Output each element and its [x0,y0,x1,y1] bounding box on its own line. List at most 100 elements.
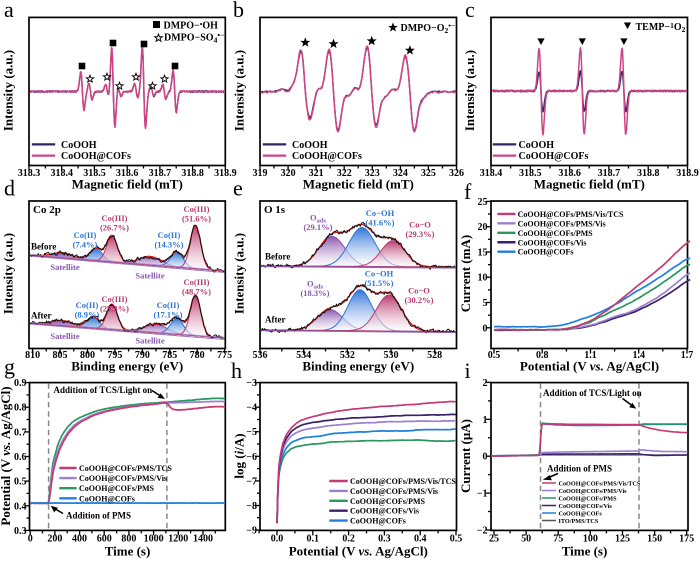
svg-text:CoOOH@COFs/Vis: CoOOH@COFs/Vis [559,503,613,510]
svg-text:CoOOH: CoOOH [519,140,555,151]
svg-text:(30.2%): (30.2%) [404,295,433,305]
svg-text:Satellite: Satellite [50,331,79,341]
svg-text:CoOOH@COFs/PMS/Vis: CoOOH@COFs/PMS/Vis [518,219,606,228]
svg-text:0.5: 0.5 [450,534,463,545]
svg-text:(17.1%): (17.1%) [153,310,182,320]
svg-text:Co(III): Co(III) [184,277,210,287]
svg-text:Addition of PMS: Addition of PMS [547,464,612,474]
svg-text:600: 600 [97,534,112,545]
svg-text:CoOOH@COFs/PMS/Vis: CoOOH@COFs/PMS/Vis [559,488,628,495]
svg-text:322: 322 [337,168,352,179]
svg-text:318.8: 318.8 [637,168,660,179]
svg-text:Satellite: Satellite [50,262,79,272]
svg-text:775: 775 [217,350,232,361]
svg-text:Co(II): Co(II) [157,300,180,310]
svg-text:0.3: 0.3 [378,534,391,545]
svg-text:g: g [4,354,15,379]
svg-text:0.8: 0.8 [14,403,27,414]
svg-text:320: 320 [281,168,296,179]
svg-text:Time (s): Time (s) [562,544,608,559]
svg-text:0.7: 0.7 [14,427,27,438]
svg-text:CoOOH@COFs/PMS: CoOOH@COFs/PMS [350,497,426,506]
svg-text:Co(III): Co(III) [102,294,128,304]
svg-text:528: 528 [427,350,442,361]
svg-text:400: 400 [72,534,87,545]
svg-text:805: 805 [53,350,68,361]
svg-text:15: 15 [478,247,488,258]
svg-text:318.6: 318.6 [558,168,581,179]
svg-text:Intensity (a.u.): Intensity (a.u.) [232,233,247,314]
svg-text:20: 20 [478,222,488,233]
svg-text:323: 323 [365,168,380,179]
svg-text:0.4: 0.4 [414,534,427,545]
svg-text:DMPO−•OH: DMPO−•OH [164,19,219,31]
svg-text:Binding energy (eV): Binding energy (eV) [71,359,183,374]
svg-text:Satellite: Satellite [135,336,164,346]
svg-text:318.9: 318.9 [214,168,237,179]
svg-text:795: 795 [107,350,122,361]
svg-text:(7.4%): (7.4%) [73,240,98,250]
svg-text:Co(II): Co(II) [76,300,99,310]
svg-text:318.7: 318.7 [149,168,172,179]
svg-text:Magnetic field (mT): Magnetic field (mT) [303,177,414,192]
svg-text:Potential (V vs. Ag/AgCl): Potential (V vs. Ag/AgCl) [289,544,428,559]
svg-text:530: 530 [384,350,399,361]
svg-text:O 1s: O 1s [264,204,286,216]
svg-text:1000: 1000 [144,534,164,545]
svg-text:0.4: 0.4 [14,501,27,512]
svg-text:Co(III): Co(III) [184,204,210,214]
svg-text:1.1: 1.1 [584,350,597,361]
svg-text:(25.3%): (25.3%) [100,304,129,314]
svg-text:CoOOH@COFs/PMS: CoOOH@COFs/PMS [559,495,618,502]
svg-text:CoOOH@COFs: CoOOH@COFs [292,151,362,162]
svg-text:ITO/PMS/TCS: ITO/PMS/TCS [559,518,599,525]
svg-text:CoOOH@COFs: CoOOH@COFs [559,510,603,517]
svg-text:Intensity (a.u.): Intensity (a.u.) [462,50,477,131]
svg-text:DMPO−O2•−: DMPO−O2•− [401,21,456,34]
svg-text:810: 810 [25,350,40,361]
svg-text:534: 534 [296,350,311,361]
svg-text:CoOOH@COFs/PMS/Vis: CoOOH@COFs/PMS/Vis [350,487,438,496]
svg-text:25: 25 [489,534,499,545]
svg-text:−2: −2 [477,526,488,537]
svg-text:Addition of TCS/Light on: Addition of TCS/Light on [54,385,153,395]
svg-text:318.4: 318.4 [480,168,503,179]
svg-text:After: After [265,315,285,325]
svg-text:326: 326 [449,168,464,179]
svg-text:−1: −1 [477,489,488,500]
svg-text:f: f [464,179,472,204]
svg-text:(29.3%): (29.3%) [405,229,434,239]
svg-text:10: 10 [478,273,488,284]
svg-text:c: c [465,0,475,22]
svg-text:0.5: 0.5 [14,477,27,488]
svg-text:(29.1%): (29.1%) [303,222,332,232]
svg-text:324: 324 [393,168,408,179]
svg-text:Magnetic field (mT): Magnetic field (mT) [534,177,645,192]
svg-text:75: 75 [553,534,563,545]
svg-text:TEMP−1O2: TEMP−1O2 [636,21,686,34]
svg-text:150: 150 [647,534,662,545]
svg-text:0.5: 0.5 [488,350,501,361]
svg-text:Current (mA): Current (mA) [458,235,473,312]
svg-text:318.5: 318.5 [83,168,106,179]
svg-text:785: 785 [162,350,177,361]
svg-text:321: 321 [309,168,324,179]
svg-text:800: 800 [80,350,95,361]
svg-text:CoOOH@COFs: CoOOH@COFs [518,248,574,257]
svg-text:b: b [233,0,244,22]
svg-text:Co(II): Co(II) [158,230,181,240]
svg-text:Co 2p: Co 2p [33,204,61,216]
svg-text:318.3: 318.3 [18,168,41,179]
svg-text:CoOOH@COFs/PMS/TCS: CoOOH@COFs/PMS/TCS [79,464,172,473]
svg-text:318.8: 318.8 [181,168,204,179]
svg-text:log (i/A): log (i/A) [232,433,247,478]
svg-text:d: d [4,176,15,201]
svg-text:0.8: 0.8 [536,350,549,361]
svg-text:Magnetic field (mT): Magnetic field (mT) [72,177,183,192]
svg-text:536: 536 [253,350,268,361]
svg-text:−5: −5 [246,427,257,438]
svg-text:Time (s): Time (s) [105,544,151,559]
svg-text:(8.9%): (8.9%) [75,310,100,320]
svg-text:CoOOH@COFs: CoOOH@COFs [350,517,406,526]
svg-text:−3: −3 [246,378,257,389]
